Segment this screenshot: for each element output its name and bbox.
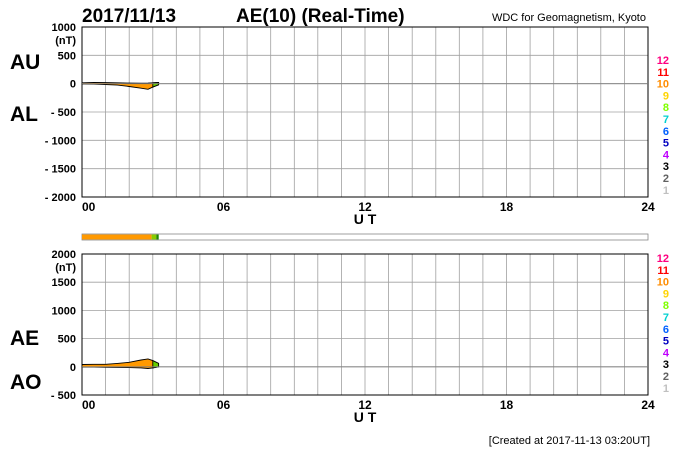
activity-bar-segment (82, 234, 152, 240)
level-legend-item: 8 (663, 300, 669, 312)
level-legend-item: 4 (663, 347, 670, 359)
level-legend-item: 12 (657, 253, 669, 265)
level-legend-item: 10 (657, 277, 669, 289)
level-legend-item: 7 (663, 114, 669, 126)
level-legend-item: 12 (657, 55, 669, 67)
y-tick-label: 500 (58, 334, 76, 346)
series-label-al: AL (10, 103, 38, 126)
y-tick-label: 1500 (52, 277, 76, 289)
series-label-ao: AO (10, 371, 42, 394)
level-legend-item: 3 (663, 359, 669, 371)
index-area-recent (152, 82, 160, 88)
x-axis-label: U T (354, 409, 377, 425)
y-tick-label: 0 (70, 79, 76, 91)
level-legend-item: 6 (663, 324, 669, 336)
plot-frame (81, 253, 649, 396)
x-tick-label: 12 (358, 398, 372, 412)
series-label-au: AU (10, 51, 40, 74)
y-tick-label: 0 (70, 362, 76, 374)
level-legend-item: 5 (663, 138, 669, 150)
x-tick-label: 06 (217, 200, 231, 214)
y-tick-label: - 1000 (45, 135, 76, 147)
level-legend-item: 9 (663, 288, 669, 300)
x-tick-label: 18 (500, 200, 514, 214)
level-legend-item: 11 (657, 265, 669, 277)
activity-bar-frame (81, 233, 649, 241)
unit-label: (nT) (55, 35, 76, 47)
y-tick-label: - 1500 (45, 164, 76, 176)
level-legend-item: 5 (663, 336, 669, 348)
x-tick-label: 24 (641, 200, 655, 214)
level-legend-item: 9 (663, 90, 669, 102)
x-tick-label: 12 (358, 200, 372, 214)
level-legend-item: 1 (663, 383, 669, 395)
y-tick-label: - 2000 (45, 192, 76, 204)
level-legend-item: 8 (663, 102, 669, 114)
x-axis-label: U T (354, 211, 377, 227)
level-legend-item: 1 (663, 185, 669, 197)
level-legend-item: 6 (663, 126, 669, 138)
y-tick-label: - 500 (51, 390, 76, 402)
y-tick-label: - 500 (51, 107, 76, 119)
level-legend-item: 11 (657, 67, 669, 79)
unit-label: (nT) (55, 262, 76, 274)
activity-bar-segment (156, 234, 159, 240)
level-legend-item: 4 (663, 149, 670, 161)
x-tick-label: 06 (217, 398, 231, 412)
x-tick-label: 24 (641, 398, 655, 412)
series-label-ae: AE (10, 327, 39, 350)
y-tick-label: 2000 (52, 249, 76, 261)
level-legend-item: 7 (663, 312, 669, 324)
level-legend-item: 2 (663, 371, 669, 383)
y-tick-label: 1000 (52, 22, 76, 34)
plot-frame (81, 26, 649, 198)
date-title: 2017/11/13 (82, 6, 176, 27)
level-legend-item: 10 (657, 79, 669, 91)
y-tick-label: 500 (58, 50, 76, 62)
x-tick-label: 00 (82, 200, 96, 214)
activity-bar-segment (151, 234, 157, 240)
source-label: WDC for Geomagnetism, Kyoto (492, 12, 646, 24)
x-tick-label: 00 (82, 398, 96, 412)
x-tick-label: 18 (500, 398, 514, 412)
y-tick-label: 1000 (52, 305, 76, 317)
created-timestamp: [Created at 2017-11-13 03:20UT] (489, 435, 650, 447)
level-legend-item: 2 (663, 173, 669, 185)
level-legend-item: 3 (663, 161, 669, 173)
index-title: AE(10) (Real-Time) (236, 6, 405, 27)
